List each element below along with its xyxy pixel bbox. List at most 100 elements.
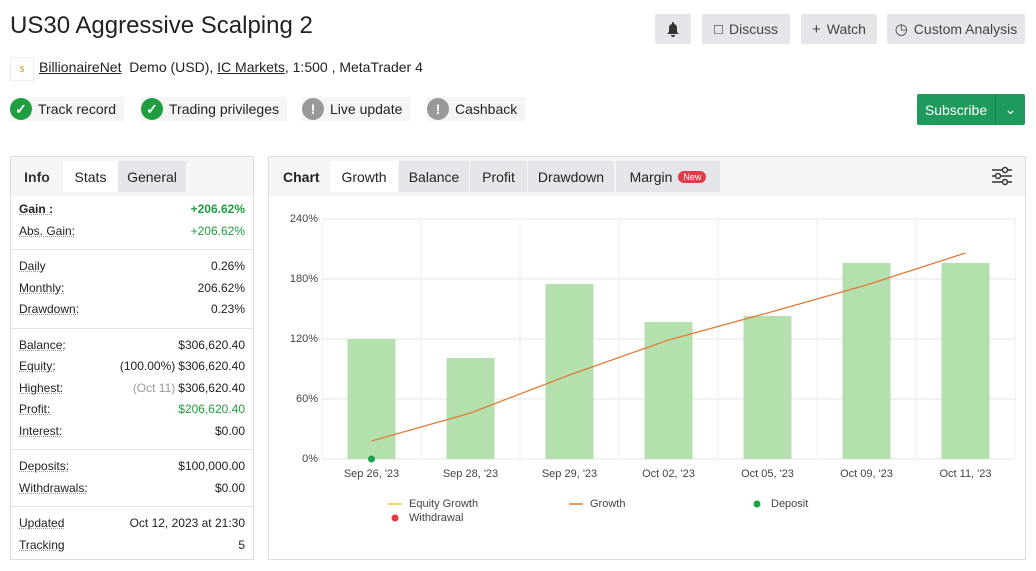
header-button[interactable]: + Watch xyxy=(801,14,877,44)
stat-row: Highest: (Oct 11) $306,620.40 xyxy=(19,381,245,395)
y-tick-label: 240% xyxy=(290,213,318,225)
bar xyxy=(644,322,693,459)
header-button[interactable]: ◷ Custom Analysis xyxy=(887,14,1025,44)
stat-number: Oct 12, 2023 at 21:30 xyxy=(129,516,245,530)
button-label: Discuss xyxy=(729,21,779,37)
stat-label: Highest: xyxy=(19,380,64,395)
legend-label: Deposit xyxy=(771,498,808,510)
button-label: Custom Analysis xyxy=(913,21,1018,37)
tab[interactable]: Balance xyxy=(399,161,469,192)
badge: ✓ Trading privileges xyxy=(141,97,287,121)
subscribe-dropdown[interactable]: ⌄ xyxy=(995,94,1025,125)
stat-label: Profit: xyxy=(19,402,51,416)
settings-icon[interactable] xyxy=(991,165,1013,187)
stat-row: Balance: $306,620.40 xyxy=(19,338,245,352)
logo: $ xyxy=(10,57,34,81)
stat-row: Monthly: 206.62% xyxy=(19,281,245,295)
stat-value: $206,620.40 xyxy=(178,402,245,416)
y-tick-label: 0% xyxy=(302,453,318,465)
stat-value: +206.62% xyxy=(191,224,245,238)
stat-note: (Oct 11) xyxy=(132,380,176,395)
stat-label: Equity: xyxy=(19,359,56,373)
stat-value: $306,620.40 xyxy=(178,338,245,352)
stat-number: 5 xyxy=(238,537,245,552)
bar xyxy=(347,339,396,459)
stat-label: Balance: xyxy=(19,337,66,352)
legend-swatch xyxy=(753,500,761,508)
separator xyxy=(11,506,253,507)
stat-value: (Oct 11) $306,620.40 xyxy=(133,381,245,395)
tab[interactable]: Info xyxy=(11,161,63,192)
badge-label: Cashback xyxy=(455,101,518,117)
stat-row: Withdrawals: $0.00 xyxy=(19,481,245,495)
tab-label: Margin xyxy=(629,168,673,185)
broker-link[interactable]: IC Markets xyxy=(217,59,285,75)
account-line: BillionaireNet Demo (USD), IC Markets, 1… xyxy=(39,59,423,75)
badge-label: Trading privileges xyxy=(169,101,279,117)
stat-row: Daily 0.26% xyxy=(19,259,245,273)
stat-row: Updated Oct 12, 2023 at 21:30 xyxy=(19,516,245,530)
check-icon: ✓ xyxy=(141,98,163,120)
stat-number: $0.00 xyxy=(214,480,245,495)
tab[interactable]: Profit xyxy=(470,161,527,192)
stat-value: $0.00 xyxy=(215,481,245,495)
tab[interactable]: Stats xyxy=(63,161,118,192)
y-tick-label: 180% xyxy=(290,273,318,285)
legend-swatch xyxy=(391,514,399,522)
bell-icon xyxy=(667,22,679,37)
button-label: Watch xyxy=(826,21,866,37)
badge-label: Track record xyxy=(38,101,117,117)
x-tick-label: Oct 09, '23 xyxy=(840,468,893,480)
chart-panel: Chart Growth Balance Profit Drawdown Margin N… xyxy=(268,156,1026,560)
stat-value: 0.26% xyxy=(211,259,245,273)
alert-icon: ! xyxy=(302,98,324,120)
stat-number: $0.00 xyxy=(214,423,245,438)
stat-label: Updated xyxy=(19,516,65,530)
x-tick-label: Sep 26, '23 xyxy=(344,468,399,480)
badge-label: Live update xyxy=(330,101,403,117)
stat-value: 5 xyxy=(238,538,245,552)
legend-label: Withdrawal xyxy=(409,512,463,524)
stat-value: Oct 12, 2023 at 21:30 xyxy=(130,516,245,530)
stat-value: +206.62% xyxy=(191,202,245,216)
stat-value: $100,000.00 xyxy=(178,459,245,473)
x-tick-label: Oct 05, '23 xyxy=(741,468,794,480)
stats-panel: Info Stats General Gain : +206.62% Abs. Gain:… xyxy=(10,156,254,560)
subscribe-button[interactable]: Subscribe ⌄ xyxy=(917,94,1025,125)
tab[interactable]: Drawdown xyxy=(528,161,614,192)
deposit-dot xyxy=(368,455,375,463)
check-icon: ✓ xyxy=(10,98,32,120)
stat-row: Gain : +206.62% xyxy=(19,202,245,216)
badge: ! Live update xyxy=(302,97,411,121)
stat-value: $0.00 xyxy=(215,424,245,438)
tab-label: Balance xyxy=(408,168,460,185)
tab[interactable]: Growth xyxy=(330,161,398,192)
stat-number: $306,620.40 xyxy=(178,359,245,373)
tab[interactable]: Margin New xyxy=(616,161,720,192)
stat-row: Drawdown: 0.23% xyxy=(19,302,245,316)
x-tick-label: Oct 11, '23 xyxy=(939,468,991,480)
stat-row: Interest: $0.00 xyxy=(19,424,245,438)
details: , 1:500 , MetaTrader 4 xyxy=(284,59,423,75)
bar xyxy=(446,358,495,459)
title: US30 Aggressive Scalping 2 xyxy=(10,12,313,39)
stat-label: Deposits: xyxy=(19,459,70,473)
chart-label: Chart xyxy=(283,169,320,185)
new-badge: New xyxy=(678,170,707,183)
stat-value: (100.00%) $306,620.40 xyxy=(120,359,245,373)
tab[interactable]: General xyxy=(118,161,186,192)
header-button[interactable]: □ Discuss xyxy=(702,14,790,44)
button-icon: ◷ xyxy=(894,21,908,38)
bar xyxy=(545,284,594,459)
stat-value: 0.23% xyxy=(211,302,245,316)
stat-row: Equity: (100.00%) $306,620.40 xyxy=(19,359,245,373)
tab-label: Drawdown xyxy=(537,168,605,185)
author-link[interactable]: BillionaireNet xyxy=(39,59,122,75)
stat-number: 0.26% xyxy=(210,259,245,273)
account: Demo (USD), xyxy=(129,59,214,75)
bell-button[interactable] xyxy=(655,14,691,44)
bar xyxy=(941,263,990,459)
stat-number: $306,620.40 xyxy=(178,380,245,395)
stat-number: $306,620.40 xyxy=(178,337,245,352)
